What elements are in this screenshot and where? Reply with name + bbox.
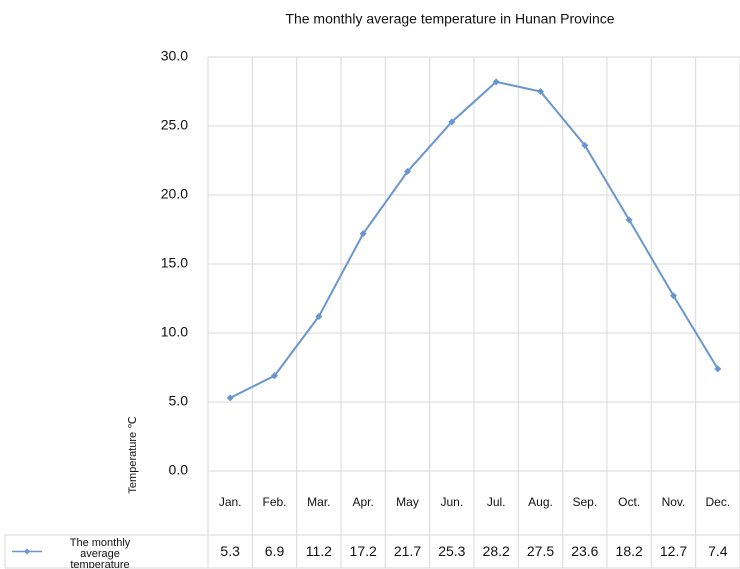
y-tick-label: 15.0: [161, 255, 188, 271]
table-value: 27.5: [527, 543, 554, 559]
y-tick-label: 10.0: [161, 324, 188, 340]
x-tick-label: Aug.: [528, 495, 553, 509]
x-tick-label: Mar.: [307, 495, 330, 509]
chart-title: The monthly average temperature in Hunan…: [285, 11, 614, 27]
table-value: 25.3: [438, 543, 465, 559]
table-value: 11.2: [306, 543, 332, 559]
y-tick-label: 25.0: [161, 117, 188, 133]
point-marker: [404, 168, 411, 176]
point-marker: [448, 118, 456, 126]
table-value: 5.3: [220, 543, 240, 559]
point-marker: [359, 230, 367, 238]
point-marker: [670, 292, 677, 300]
legend-box: The monthly average temperature: [69, 538, 131, 568]
x-tick-label: Nov.: [662, 495, 686, 509]
x-tick-label: Sep.: [572, 495, 597, 509]
table-value: 21.7: [394, 543, 421, 559]
x-tick-label: Dec.: [705, 495, 730, 509]
legend-label: The monthly average temperature: [69, 538, 131, 568]
point-marker: [271, 372, 278, 380]
table-value: 7.4: [708, 543, 728, 559]
table-value: 6.9: [265, 543, 285, 559]
table-value: 28.2: [483, 543, 510, 559]
legend-marker: [24, 548, 30, 555]
point-marker: [537, 88, 544, 95]
x-tick-label: Jan.: [219, 495, 242, 509]
point-marker: [226, 394, 234, 402]
table-value: 23.6: [571, 543, 598, 559]
y-axis-label: Temperature ℃: [127, 416, 139, 493]
x-tick-label: Feb.: [262, 495, 286, 509]
point-marker: [625, 216, 633, 224]
y-tick-label: 20.0: [161, 186, 188, 202]
y-tick-label: 0.0: [169, 462, 189, 478]
point-marker: [492, 78, 500, 86]
table-value: 12.7: [660, 543, 687, 559]
y-tick-label: 30.0: [161, 48, 188, 64]
x-tick-label: Jul.: [487, 495, 506, 509]
x-tick-label: Oct.: [618, 495, 640, 509]
y-tick-label: 5.0: [169, 393, 189, 409]
point-marker: [581, 141, 589, 149]
point-marker: [714, 365, 722, 373]
x-tick-label: Jun.: [440, 495, 463, 509]
x-tick-label: Apr.: [352, 495, 373, 509]
x-tick-label: May: [396, 495, 419, 509]
point-marker: [315, 312, 323, 320]
table-value: 17.2: [350, 543, 377, 559]
series-line: [229, 80, 719, 399]
table-value: 18.2: [616, 543, 643, 559]
